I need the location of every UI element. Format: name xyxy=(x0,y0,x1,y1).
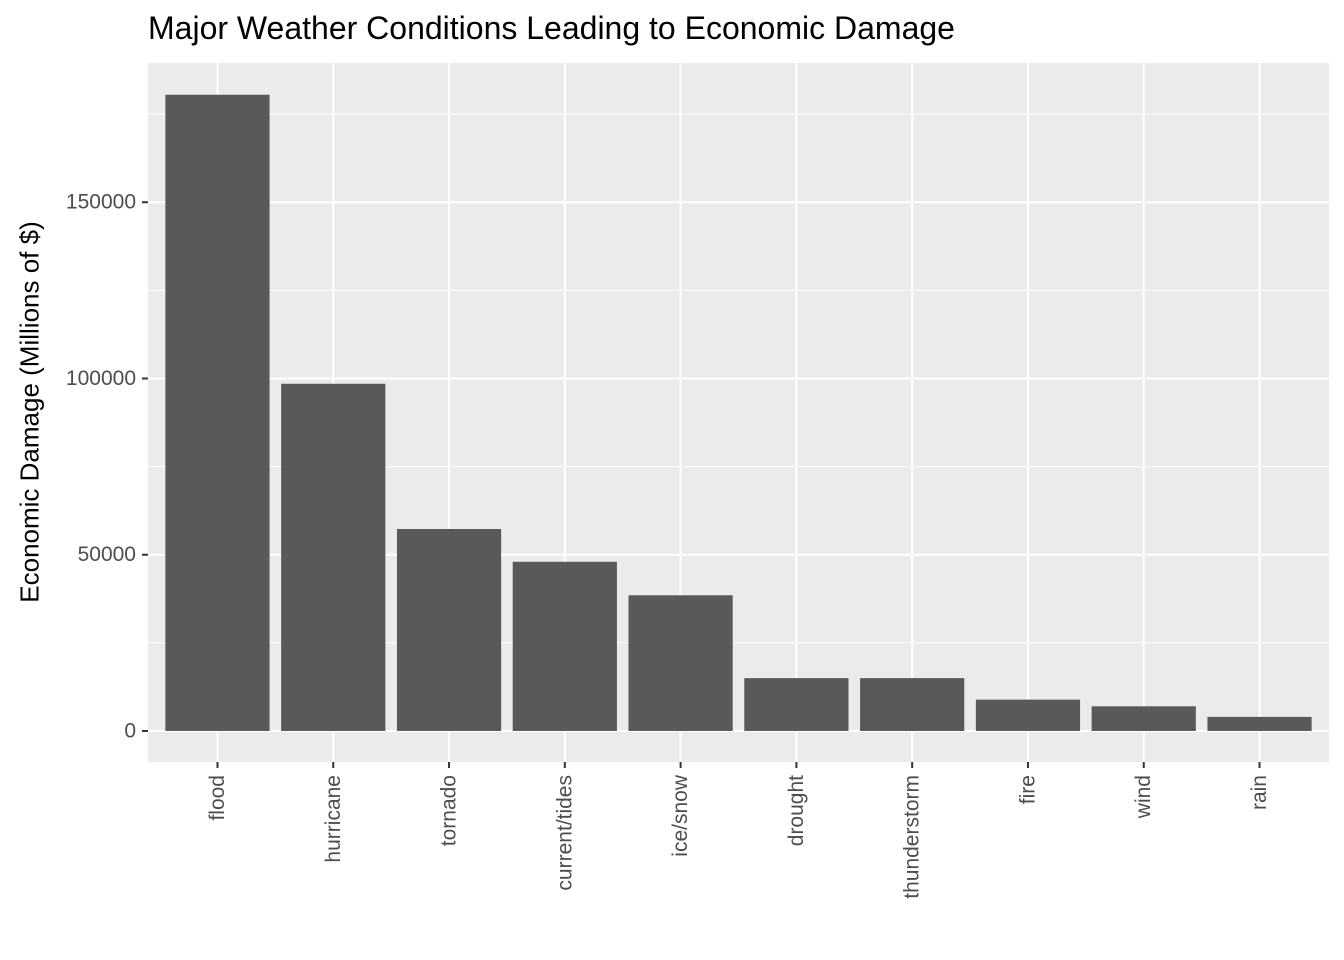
bar-flood xyxy=(165,94,270,731)
x-tick-label: tornado xyxy=(438,775,461,846)
y-tick-label: 100000 xyxy=(66,367,136,390)
chart-title: Major Weather Conditions Leading to Econ… xyxy=(148,10,955,46)
x-tick-label: ice/snow xyxy=(669,774,692,857)
x-tick-label: rain xyxy=(1248,775,1271,810)
y-tick-label: 0 xyxy=(124,719,136,742)
x-axis: flood hurricane tornado current/tides ice/sn… xyxy=(206,762,1271,899)
bar-fire xyxy=(975,699,1081,731)
x-tick-label: thunderstorm xyxy=(901,775,924,899)
bar-rain xyxy=(1207,716,1312,731)
bar-thunderstorm xyxy=(860,678,965,731)
x-tick-label: hurricane xyxy=(322,775,345,863)
bar-hurricane xyxy=(281,383,386,731)
y-tick-label: 150000 xyxy=(66,191,136,214)
x-tick-label: wind xyxy=(1132,775,1155,819)
x-tick-label: drought xyxy=(785,775,808,846)
bar-wind xyxy=(1091,706,1196,731)
x-tick-label: fire xyxy=(1016,775,1039,804)
bars xyxy=(165,94,1312,731)
y-tick-label: 50000 xyxy=(78,543,136,566)
bar-current-tides xyxy=(512,561,617,731)
y-axis: 0 50000 100000 150000 xyxy=(66,191,148,742)
bar-ice-snow xyxy=(628,595,733,731)
x-tick-label: flood xyxy=(206,775,229,821)
bar-drought xyxy=(744,678,849,731)
x-tick-label: current/tides xyxy=(553,775,576,891)
bar-tornado xyxy=(396,529,502,731)
